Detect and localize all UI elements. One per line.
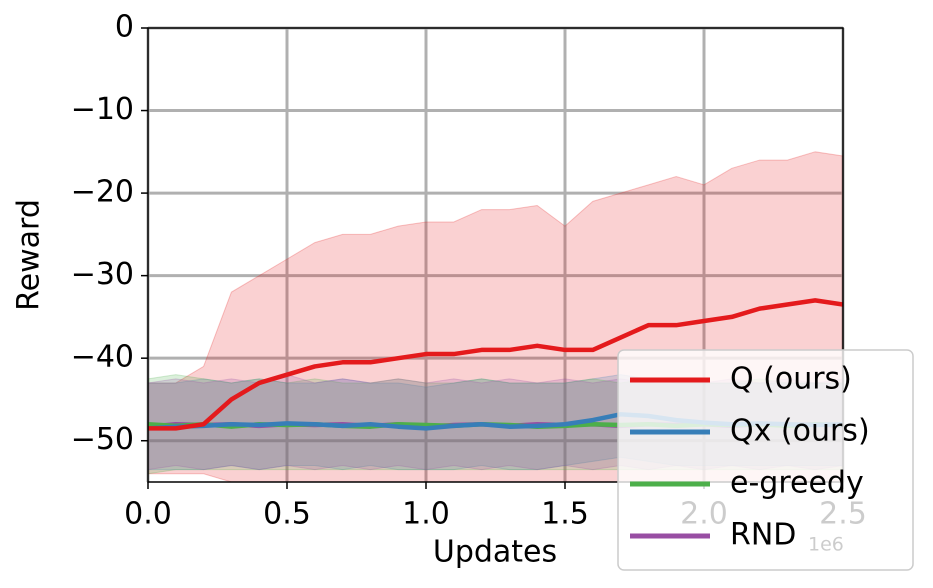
legend-label: Qx (ours) xyxy=(730,414,870,449)
legend-label: Q (ours) xyxy=(730,362,852,397)
x-tick-label: 0.5 xyxy=(263,497,311,532)
plot-frame xyxy=(147,27,844,483)
legend-box xyxy=(617,349,914,571)
y-tick-label: −50 xyxy=(71,422,134,457)
x-axis-label: Updates xyxy=(433,535,557,570)
legend-label: e-greedy xyxy=(730,466,864,501)
y-tick-label: −10 xyxy=(71,92,134,127)
y-axis-label: Reward xyxy=(12,199,47,311)
x-tick-label: 1.5 xyxy=(541,497,589,532)
y-tick-label: −40 xyxy=(71,340,134,375)
x-tick-label: 0.0 xyxy=(124,497,172,532)
series-line xyxy=(148,298,843,431)
y-tick-label: −30 xyxy=(71,257,134,292)
legend: Q (ours) Qx (ours) e-greedy RND xyxy=(617,349,914,571)
legend-label: RND xyxy=(730,518,796,553)
y-tick-label: 0 xyxy=(115,10,134,45)
x-tick-label: 1.0 xyxy=(402,497,450,532)
y-tick-label: −20 xyxy=(71,175,134,210)
